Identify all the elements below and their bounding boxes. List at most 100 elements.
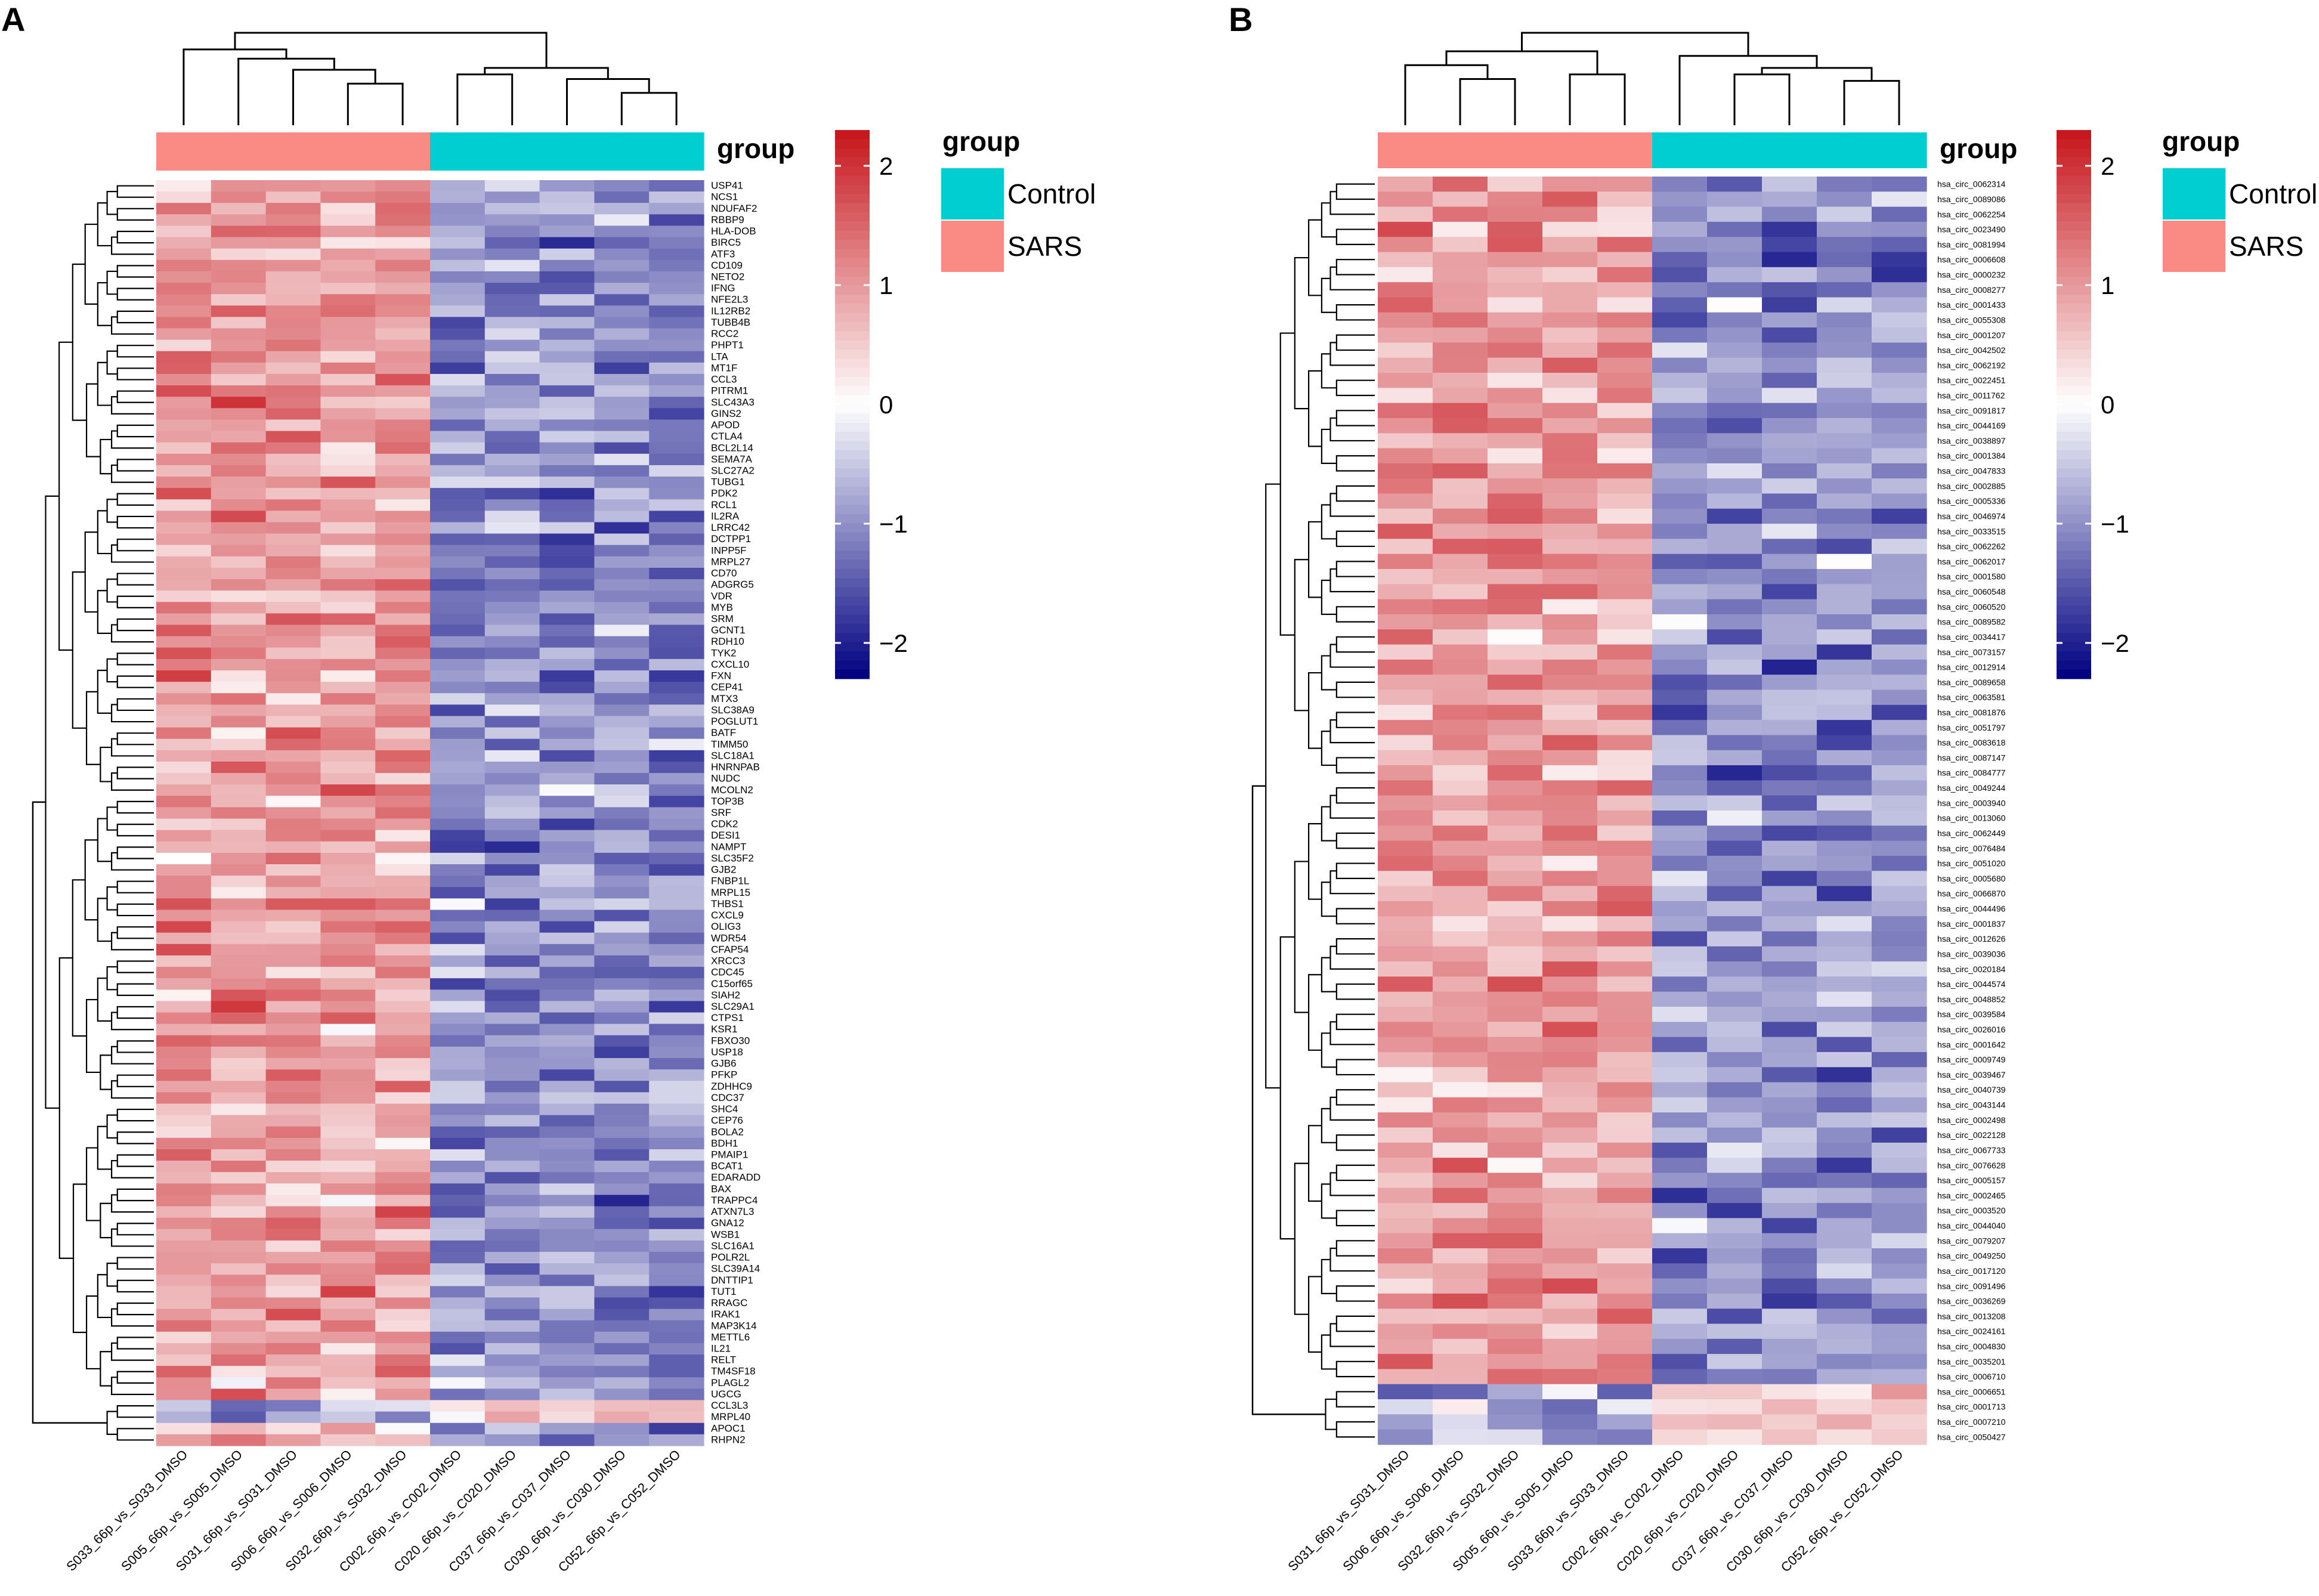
- colorbar-segment: [2057, 194, 2091, 204]
- heatmap-cell: [265, 1137, 321, 1150]
- colorbar-segment: [835, 358, 870, 369]
- heatmap-cell: [1488, 1158, 1543, 1174]
- heatmap-cell: [1433, 463, 1488, 479]
- heatmap-cell: [265, 1252, 321, 1264]
- heatmap-cell: [539, 1023, 595, 1036]
- dendrogram-branch: [116, 824, 154, 837]
- heatmap-cell: [1872, 675, 1927, 691]
- dendrogram-branch: [111, 1012, 154, 1031]
- colorbar-segment: [2057, 230, 2091, 240]
- heatmap-cell: [1707, 1369, 1763, 1385]
- heatmap-cell: [1707, 704, 1763, 720]
- heatmap-cell: [1872, 735, 1927, 751]
- panel-a: A group USP41NCS1NDUFAF2RBBP9HLA-DOBBIRC…: [1, 1, 1096, 1575]
- heatmap-cell: [1652, 855, 1708, 871]
- dendrogram-branch: [1321, 353, 1337, 389]
- dendrogram-branch: [116, 1405, 154, 1418]
- heatmap-cell: [1652, 1233, 1708, 1249]
- heatmap-cell: [156, 1023, 212, 1036]
- heatmap-cell: [1378, 871, 1433, 887]
- row-label: SLC27A2: [711, 465, 755, 477]
- heatmap-cell: [1378, 901, 1433, 917]
- colorbar-segment: [2057, 505, 2091, 515]
- heatmap-cell: [375, 556, 431, 568]
- heatmap-cell: [1488, 1187, 1543, 1204]
- dendrogram-branch: [97, 282, 112, 326]
- dendrogram-branch: [111, 544, 154, 563]
- heatmap-cell: [156, 590, 212, 602]
- heatmap-cell: [430, 1366, 486, 1378]
- colorbar-segment: [835, 240, 870, 249]
- heatmap-cell: [649, 1012, 704, 1025]
- heatmap-cell: [430, 1206, 486, 1218]
- heatmap-cell: [594, 180, 650, 192]
- heatmap-cell: [156, 351, 212, 363]
- heatmap-cell: [211, 1275, 267, 1286]
- heatmap-cell: [1652, 825, 1708, 842]
- heatmap-cell: [1378, 886, 1433, 902]
- heatmap-cell: [211, 1035, 267, 1047]
- panel-b-column-dendrogram: [1404, 32, 1900, 125]
- heatmap-cell: [594, 1297, 650, 1310]
- row-label: hsa_circ_0049250: [1937, 1251, 2006, 1261]
- heatmap-cell: [265, 887, 321, 899]
- heatmap-cell: [265, 545, 321, 557]
- heatmap-cell: [1542, 417, 1598, 434]
- heatmap-cell: [1817, 433, 1872, 449]
- row-label: hsa_circ_0006710: [1937, 1372, 2006, 1381]
- dendrogram-branch: [1335, 832, 1375, 849]
- row-label: hsa_circ_0002465: [1937, 1190, 2006, 1200]
- heatmap-cell: [156, 624, 212, 637]
- heatmap-cell: [594, 852, 650, 865]
- heatmap-cell: [156, 259, 212, 272]
- heatmap-cell: [320, 967, 376, 979]
- heatmap-cell: [375, 830, 431, 842]
- heatmap-cell: [594, 1263, 650, 1275]
- dendrogram-branch: [116, 618, 154, 632]
- heatmap-cell: [1817, 901, 1872, 917]
- heatmap-cell: [320, 1275, 376, 1286]
- colorbar-segment: [2057, 432, 2091, 441]
- heatmap-cell: [649, 477, 704, 488]
- heatmap-cell: [320, 1286, 376, 1298]
- heatmap-cell: [430, 830, 486, 842]
- colorbar-segment: [2057, 422, 2091, 432]
- row-label: NUDC: [711, 773, 740, 784]
- heatmap-cell: [1707, 1414, 1763, 1430]
- row-label: hsa_circ_0000232: [1937, 270, 2006, 280]
- heatmap-cell: [539, 499, 595, 511]
- heatmap-cell: [594, 887, 650, 899]
- heatmap-cell: [320, 1229, 376, 1241]
- dendrogram-branch: [111, 316, 154, 335]
- row-label: IL2RA: [711, 511, 740, 522]
- heatmap-cell: [484, 1377, 540, 1390]
- dendrogram-branch: [111, 738, 154, 757]
- heatmap-cell: [649, 283, 704, 295]
- heatmap-cell: [1433, 448, 1488, 464]
- heatmap-cell: [375, 442, 431, 454]
- heatmap-cell: [649, 852, 704, 865]
- heatmap-cell: [1762, 811, 1817, 826]
- heatmap-cell: [1378, 177, 1433, 192]
- heatmap-cell: [320, 373, 376, 386]
- heatmap-cell: [1378, 1293, 1433, 1309]
- row-label: hsa_circ_0033515: [1937, 527, 2006, 536]
- heatmap-cell: [1707, 1127, 1763, 1143]
- heatmap-cell: [320, 1012, 376, 1025]
- heatmap-cell: [430, 271, 486, 283]
- heatmap-cell: [484, 670, 540, 682]
- heatmap-cell: [539, 624, 595, 637]
- heatmap-cell: [1652, 840, 1708, 856]
- heatmap-cell: [594, 579, 650, 591]
- heatmap-cell: [1542, 1097, 1598, 1113]
- heatmap-cell: [430, 727, 486, 740]
- colorbar-segment: [835, 642, 870, 652]
- heatmap-cell: [1872, 1263, 1927, 1279]
- row-label: TUBB4B: [711, 317, 750, 328]
- heatmap-cell: [649, 1069, 704, 1081]
- heatmap-cell: [1817, 297, 1872, 313]
- heatmap-cell: [211, 533, 267, 546]
- heatmap-cell: [649, 1400, 704, 1412]
- heatmap-cell: [649, 682, 704, 694]
- heatmap-cell: [1542, 704, 1598, 720]
